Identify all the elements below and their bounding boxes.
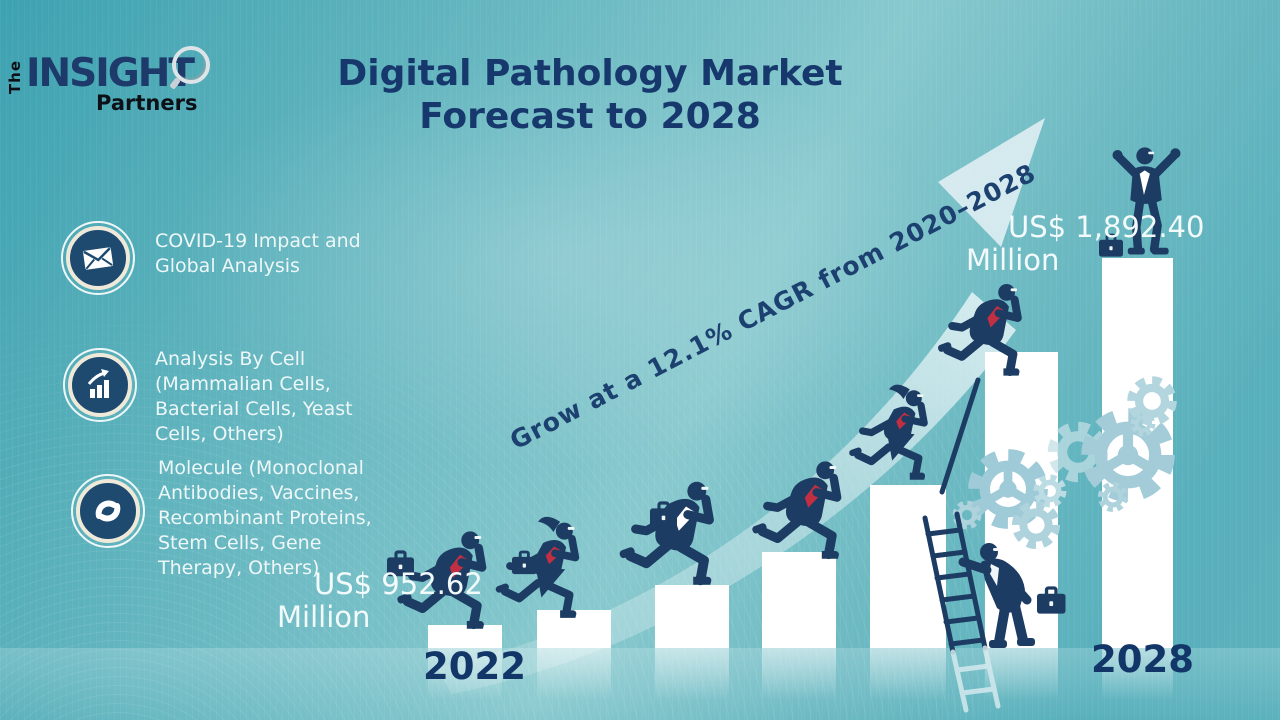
feature-text-cell: Analysis By Cell (Mammalian Cells, Bacte…: [155, 348, 353, 445]
chart-bar: [985, 352, 1058, 648]
chart-bar-reflection: [1102, 648, 1173, 700]
chart-bar-reflection: [537, 648, 611, 700]
value-2028-unit: Million: [966, 243, 1060, 277]
feature-text-molecule: Molecule (Monoclonal Antibodies, Vaccine…: [158, 457, 372, 579]
briefcase-icon: [510, 550, 539, 576]
brand-logo: The INSIGHT Partners: [4, 44, 234, 129]
sync-arrows-icon: [71, 474, 145, 548]
briefcase-icon: [648, 501, 679, 529]
page-title: Digital Pathology Market Forecast to 202…: [300, 52, 880, 138]
chart-bar-reflection: [762, 648, 836, 700]
businesswoman-figure-1: [495, 517, 577, 618]
businessman-figure-3: [751, 461, 839, 558]
chart-bar-reflection: [655, 648, 729, 700]
ground-reflection: [0, 648, 1280, 720]
businessman-figure-2: [619, 482, 712, 585]
logo-prefix: The: [6, 60, 24, 95]
cagr-annotation: Grow at a 12.1% CAGR from 2020–2028: [505, 157, 1041, 456]
chart-bar-reflection: [428, 648, 502, 700]
envelope-icon: [61, 221, 135, 295]
chart-bar: [655, 585, 729, 648]
chart-bar-reflection: [870, 648, 946, 700]
logo-suffix: Partners: [96, 91, 198, 115]
x-axis-label-2022: 2022: [423, 645, 526, 688]
value-label-2028: US$ 1,892.40 Million: [966, 211, 1204, 277]
value-label-2022: US$ 952.62 Million: [277, 568, 483, 634]
x-axis-label-2028: 2028: [1091, 638, 1194, 681]
businesswoman-figure-2: [848, 385, 925, 480]
chart-bar: [1102, 258, 1173, 648]
value-2022-amount: US$ 952.62: [314, 567, 483, 601]
title-line-2: Forecast to 2028: [419, 96, 761, 137]
pole: [939, 377, 981, 495]
chart-bar: [762, 552, 836, 648]
value-2028-amount: US$ 1,892.40: [1008, 210, 1205, 244]
chart-bar: [870, 485, 946, 648]
logo-name: INSIGHT: [26, 51, 195, 96]
growth-bars-icon: [63, 348, 137, 422]
magnifier-icon: [172, 46, 210, 84]
feature-text-covid: COVID-19 Impact and Global Analysis: [155, 230, 361, 277]
title-line-1: Digital Pathology Market: [337, 53, 843, 94]
chart-bar: [537, 610, 611, 648]
value-2022-unit: Million: [277, 600, 371, 634]
